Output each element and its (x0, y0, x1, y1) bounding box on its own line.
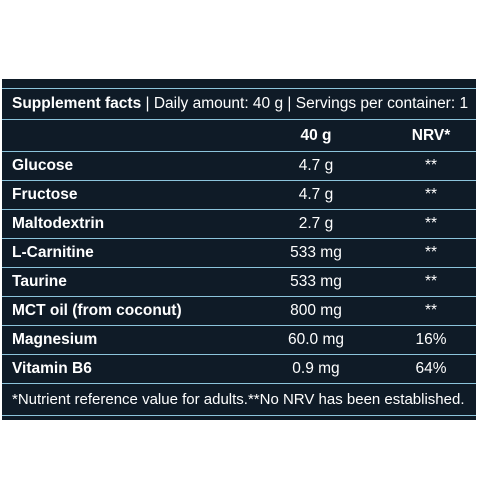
footnote: *Nutrient reference value for adults.**N… (12, 391, 465, 408)
nrv: ** (424, 273, 438, 290)
nutrient-name: Maltodextrin (12, 215, 105, 232)
amount: 800 mg (290, 302, 342, 319)
nutrient-name: MCT oil (from coconut) (12, 302, 182, 319)
daily-amount: Daily amount: 40 g (153, 95, 284, 112)
footnote-row: *Nutrient reference value for adults.**N… (2, 383, 476, 415)
nutrient-row: MCT oil (from coconut) 800 mg ** (2, 297, 476, 326)
nutrient-name: Taurine (12, 273, 67, 290)
amount: 60.0 mg (287, 331, 344, 348)
amount: 4.7 g (298, 157, 334, 174)
nutrient-row: Vitamin B6 0.9 mg 64% (2, 355, 476, 383)
nrv: ** (424, 215, 438, 232)
nrv: 16% (415, 331, 447, 348)
nutrient-row: Glucose 4.7 g ** (2, 152, 476, 181)
amount: 533 mg (290, 244, 342, 261)
nutrient-row: Fructose 4.7 g ** (2, 181, 476, 210)
supplement-panel: Supplement facts | Daily amount: 40 g | … (2, 79, 476, 420)
servings: Servings per container: 1 (295, 95, 469, 112)
facts-table: Supplement facts | Daily amount: 40 g | … (2, 88, 476, 416)
nutrient-row: L-Carnitine 533 mg ** (2, 239, 476, 268)
rows: Glucose 4.7 g ** Fructose 4.7 g ** Maltodextri… (2, 152, 476, 383)
nutrient-row: Taurine 533 mg ** (2, 268, 476, 297)
amount: 4.7 g (298, 186, 334, 203)
nrv: 64% (415, 360, 447, 377)
nutrient-name: Vitamin B6 (12, 360, 92, 377)
separator: | (145, 95, 150, 112)
nrv: ** (424, 186, 438, 203)
header-row: Supplement facts | Daily amount: 40 g | … (2, 89, 476, 120)
amount: 533 mg (290, 273, 342, 290)
title: Supplement facts (12, 95, 142, 112)
amount: 0.9 mg (292, 360, 340, 377)
nrv: ** (424, 302, 438, 319)
nrv: ** (424, 244, 438, 261)
nutrient-row: Magnesium 60.0 mg 16% (2, 326, 476, 355)
amount-header: 40 g (300, 126, 332, 144)
nutrient-name: Glucose (12, 157, 74, 174)
column-header-row: 40 g NRV* (2, 120, 476, 152)
amount: 2.7 g (298, 215, 334, 232)
nutrient-row: Maltodextrin 2.7 g ** (2, 210, 476, 239)
nutrient-name: Fructose (12, 186, 78, 203)
separator: | (287, 95, 292, 112)
nutrient-name: L-Carnitine (12, 244, 94, 261)
nrv: ** (424, 157, 438, 174)
nrv-header: NRV* (411, 126, 451, 144)
nutrient-name: Magnesium (12, 331, 98, 348)
